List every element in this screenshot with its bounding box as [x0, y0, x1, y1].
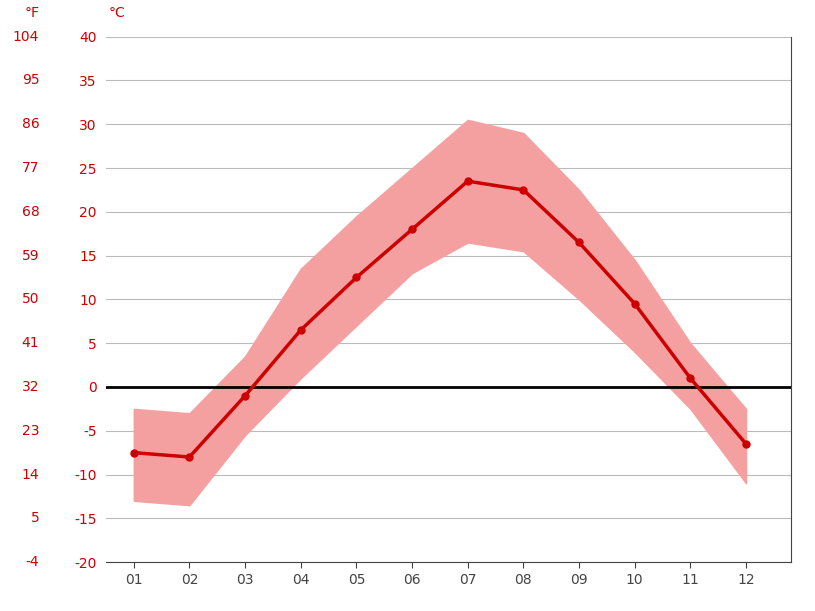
Text: 86: 86 — [21, 117, 39, 131]
Text: 95: 95 — [22, 73, 39, 87]
Text: 41: 41 — [22, 336, 39, 350]
Text: 68: 68 — [21, 205, 39, 219]
Text: 50: 50 — [22, 293, 39, 306]
Text: 104: 104 — [13, 30, 39, 43]
Text: 23: 23 — [22, 424, 39, 437]
Text: -4: -4 — [25, 555, 39, 569]
Text: 59: 59 — [22, 249, 39, 263]
Text: 14: 14 — [22, 467, 39, 481]
Text: 32: 32 — [22, 380, 39, 394]
Text: 77: 77 — [22, 161, 39, 175]
Text: °F: °F — [24, 6, 39, 20]
Text: °C: °C — [108, 6, 126, 20]
Text: 5: 5 — [30, 511, 39, 525]
